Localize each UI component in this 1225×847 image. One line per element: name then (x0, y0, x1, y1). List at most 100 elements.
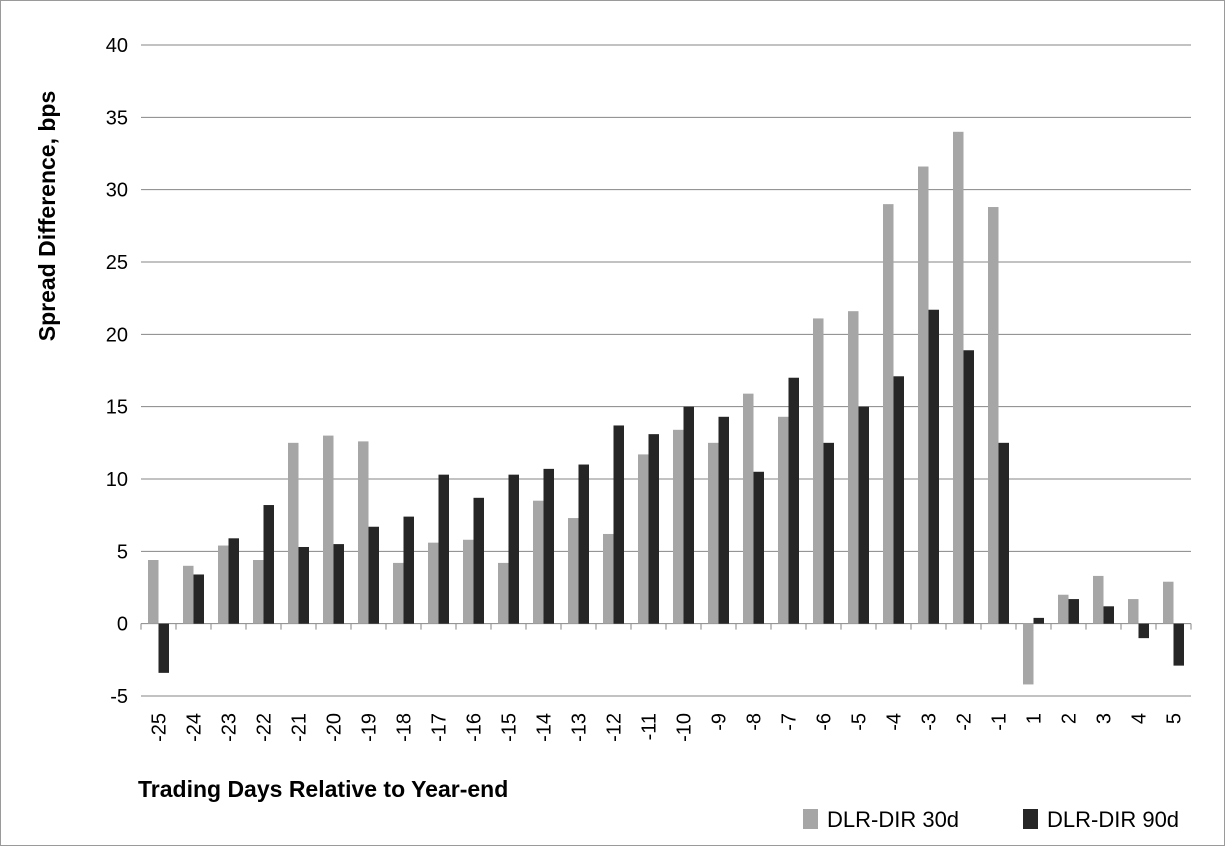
bar-30d (673, 429, 684, 624)
bar-90d (718, 416, 729, 624)
x-tick-label: -13 (569, 713, 591, 742)
bar-30d (288, 442, 299, 624)
bar-30d (218, 545, 229, 624)
bar-30d (988, 207, 999, 624)
legend-label-30d: DLR-DIR 30d (827, 807, 959, 832)
bar-90d (1103, 606, 1114, 624)
bar-90d (193, 574, 204, 624)
bar-90d (263, 505, 274, 624)
bar-90d (508, 474, 519, 624)
bar-30d (1058, 594, 1069, 624)
bar-90d (333, 544, 344, 624)
bar-30d (428, 542, 439, 624)
bar-30d (848, 311, 859, 624)
bar-90d (858, 406, 869, 624)
y-tick-label: 5 (117, 541, 128, 563)
y-tick-label: 35 (106, 107, 128, 129)
x-tick-label: 4 (1129, 713, 1151, 724)
x-tick-label: -22 (254, 713, 276, 742)
y-tick-label: 20 (106, 324, 128, 346)
bar-90d (753, 471, 764, 624)
x-tick-label: 2 (1059, 713, 1081, 724)
bar-30d (1023, 623, 1034, 685)
bar-30d (253, 560, 264, 624)
x-tick-label: -5 (849, 713, 871, 731)
x-tick-label: -10 (674, 713, 696, 742)
x-tick-label: -15 (499, 713, 521, 742)
bar-30d (918, 166, 929, 624)
bar-90d (648, 434, 659, 624)
x-tick-label: -7 (779, 713, 801, 731)
bar-30d (393, 562, 404, 624)
bar-90d (928, 309, 939, 624)
bar-90d (298, 546, 309, 624)
bar-90d (158, 623, 169, 673)
x-tick-label: -14 (534, 713, 556, 742)
y-tick-label: 30 (106, 180, 128, 202)
bar-90d (578, 464, 589, 624)
bar-90d (823, 442, 834, 624)
bar-30d (568, 518, 579, 624)
gridlines (140, 44, 1192, 697)
bar-30d (813, 318, 824, 624)
x-tick-label: -21 (289, 713, 311, 742)
bar-90d (438, 474, 449, 624)
bar-90d (963, 350, 974, 624)
bar-90d (788, 377, 799, 624)
bar-30d (148, 560, 159, 624)
x-tick-label: -11 (639, 713, 661, 740)
bar-30d (533, 500, 544, 624)
x-tick-label: -23 (219, 713, 241, 742)
x-tick-label: -1 (989, 713, 1011, 731)
x-tick-label: 1 (1024, 713, 1046, 724)
bar-90d (403, 516, 414, 624)
bar-90d (1068, 599, 1079, 624)
x-tick-label: 5 (1164, 713, 1186, 724)
x-tick-label: -18 (394, 713, 416, 742)
bar-90d (228, 538, 239, 624)
bar-90d (1173, 623, 1184, 666)
bar-90d (543, 468, 554, 624)
legend-swatch-30d (803, 809, 818, 829)
bar-30d (1128, 599, 1139, 624)
x-tick-label: -16 (464, 713, 486, 742)
x-tick-label: -9 (709, 713, 731, 731)
bar-90d (473, 497, 484, 624)
y-tick-label: 15 (106, 397, 128, 419)
x-tick-label: -17 (429, 713, 451, 742)
x-tick-label: -20 (324, 713, 346, 742)
bar-30d (498, 562, 509, 624)
y-tick-label: 40 (106, 35, 128, 57)
x-tick-label: -24 (184, 713, 206, 742)
bar-30d (463, 539, 474, 624)
bar-30d (183, 565, 194, 624)
bar-30d (1093, 575, 1104, 624)
bar-90d (613, 425, 624, 624)
bar-90d (1033, 617, 1044, 624)
x-axis-title: Trading Days Relative to Year-end (138, 776, 508, 802)
x-tick-label: -25 (149, 713, 171, 742)
bar-30d (1163, 581, 1174, 624)
bar-30d (708, 442, 719, 624)
x-tick-label: -4 (884, 713, 906, 731)
bar-30d (603, 533, 614, 624)
bar-90d (893, 376, 904, 624)
y-tick-label: 10 (106, 469, 128, 491)
x-tick-label: 3 (1094, 713, 1116, 724)
bar-90d (368, 526, 379, 624)
bars (148, 131, 1184, 685)
bar-30d (323, 435, 334, 624)
bar-30d (743, 393, 754, 624)
bar-30d (778, 416, 789, 624)
y-axis-tick-labels: -5 0 5 10 15 20 25 30 35 40 (106, 35, 128, 708)
y-tick-label: -5 (110, 686, 128, 708)
legend: DLR-DIR 30d DLR-DIR 90d (803, 807, 1179, 832)
bar-90d (1138, 623, 1149, 639)
x-tick-label: -2 (954, 713, 976, 731)
x-tick-label: -12 (604, 713, 626, 742)
x-tick-label: -8 (744, 713, 766, 731)
y-tick-label: 0 (117, 614, 128, 636)
y-axis-title: Spread Difference, bps (34, 91, 60, 342)
